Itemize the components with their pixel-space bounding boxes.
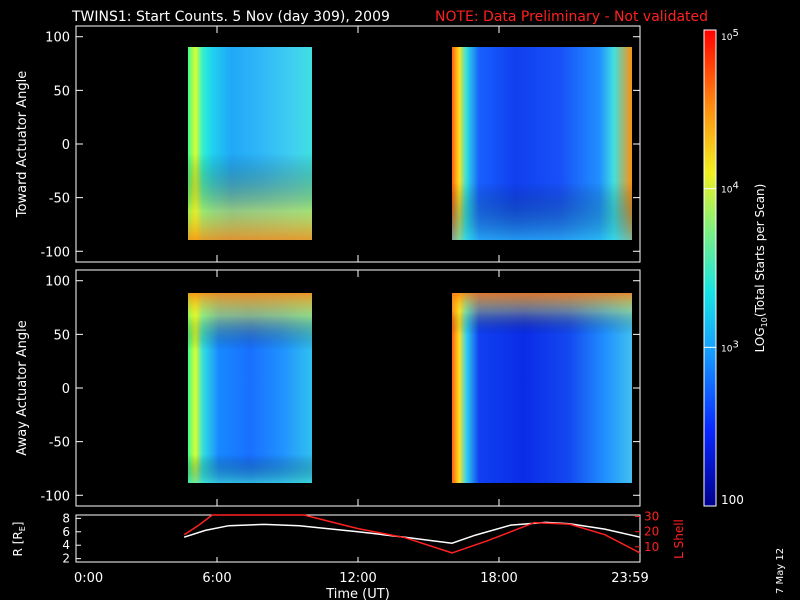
away-ytick-label: 100 <box>45 275 70 290</box>
away-actuator-panel <box>75 269 641 507</box>
colorbar-label-sub: 10 <box>760 317 769 327</box>
orbit-panel-frame <box>75 514 641 563</box>
away-segment-1-shade <box>188 293 312 483</box>
time-xtick-label: 12:00 <box>339 571 376 586</box>
colorbar-label-end: (Total Starts per Scan) <box>753 184 767 318</box>
time-xtick-label: 6:00 <box>202 571 231 586</box>
colorbar <box>703 29 717 507</box>
time-xtick-label: 0:00 <box>74 571 103 586</box>
toward-ytick-label: 100 <box>45 31 70 46</box>
time-xtick-label: 18:00 <box>480 571 517 586</box>
toward-segment-1-shade <box>188 47 312 240</box>
colorbar-tick-exponent: 4 <box>732 181 738 192</box>
r-axis-label: R [RE] <box>11 522 27 557</box>
away-ytick-label: -50 <box>49 436 70 451</box>
toward-ytick-label: -100 <box>40 245 70 260</box>
r-ytick-label: 4 <box>62 538 70 552</box>
r-axis-label-sub: E <box>18 526 27 531</box>
toward-actuator-panel <box>75 25 641 263</box>
r-ytick-label: 8 <box>62 511 70 525</box>
colorbar-ramp <box>703 29 717 507</box>
date-stamp: 7 May 12 <box>775 548 786 594</box>
colorbar-label: LOG10(Total Starts per Scan) <box>753 184 769 353</box>
lshell-line <box>183 514 641 554</box>
toward-ytick-label: 50 <box>53 84 70 99</box>
toward-ytick-label: 0 <box>62 138 70 153</box>
lshell-ytick-label: 20 <box>644 525 659 539</box>
away-ytick-label: 50 <box>53 328 70 343</box>
toward-ylabel: Toward Actuator Angle <box>15 71 30 218</box>
toward-ytick-label: -50 <box>49 192 70 207</box>
lshell-ytick-label: 30 <box>644 510 659 524</box>
colorbar-label-main: LOG <box>753 327 767 352</box>
colorbar-tick-exponent: 5 <box>732 28 738 39</box>
colorbar-tick-exponent: 3 <box>732 339 738 350</box>
colorbar-tick-label: 100 <box>721 493 744 507</box>
away-segment-2-shade <box>452 293 632 483</box>
time-xtick-label: 23:59 <box>611 571 648 586</box>
orbit-panel <box>75 514 641 563</box>
lshell-axis-label: L Shell <box>672 519 686 559</box>
away-ylabel: Away Actuator Angle <box>15 320 30 455</box>
colorbar-tick-label: 105 <box>721 28 739 43</box>
away-ytick-label: -100 <box>40 489 70 504</box>
r-ytick-label: 6 <box>62 525 70 539</box>
r-axis-label-main: R [R <box>11 531 25 556</box>
lshell-ytick-label: 10 <box>644 540 659 554</box>
preliminary-note: NOTE: Data Preliminary - Not validated <box>435 9 708 25</box>
r-ytick-label: 2 <box>62 552 70 566</box>
time-axis-label: Time (UT) <box>325 587 390 600</box>
chart-title: TWINS1: Start Counts. 5 Nov (day 309), 2… <box>71 9 390 25</box>
toward-segment-2-shade <box>452 47 632 240</box>
away-ytick-label: 0 <box>62 382 70 397</box>
colorbar-tick-label: 104 <box>721 181 739 196</box>
colorbar-tick-label: 103 <box>721 339 739 354</box>
r-axis-label-end: ] <box>11 522 25 527</box>
